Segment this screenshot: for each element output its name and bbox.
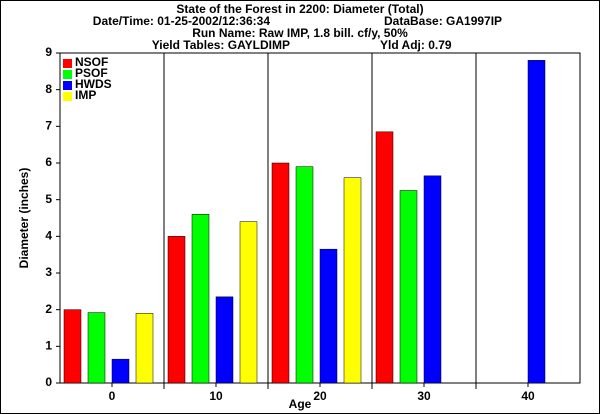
- bar: [295, 166, 314, 384]
- x-tick-label: 30: [417, 389, 431, 403]
- bar: [375, 131, 394, 384]
- bar: [343, 177, 362, 384]
- x-tick-label: 10: [209, 389, 223, 403]
- y-tick-label: 2: [45, 302, 52, 316]
- bar: [87, 312, 106, 384]
- bar: [63, 309, 82, 384]
- y-tick-label: 1: [45, 339, 52, 353]
- y-tick-label: 3: [45, 265, 52, 279]
- bar: [319, 248, 338, 384]
- legend-label: NSOF: [75, 55, 108, 69]
- bar: [527, 60, 546, 384]
- subtitle: Run Name: Raw IMP, 1.8 bill. cf/y, 50%: [192, 26, 408, 40]
- y-tick-label: 4: [45, 229, 52, 243]
- y-tick-label: 8: [45, 82, 52, 96]
- subtitle: Date/Time: 01-25-2002/12:36:34: [93, 14, 271, 28]
- y-tick-label: 9: [45, 45, 52, 59]
- bar: [167, 236, 186, 384]
- y-tick-label: 5: [45, 192, 52, 206]
- legend-swatch: [63, 70, 72, 79]
- bar: [271, 162, 290, 384]
- subtitle: DataBase: GA1997IP: [384, 14, 502, 28]
- legend-swatch: [63, 81, 72, 90]
- bar: [191, 214, 210, 384]
- legend-swatch: [63, 59, 72, 68]
- subtitle: Yield Tables: GAYLDIMP: [152, 38, 290, 52]
- y-axis-label: Diameter (inches): [17, 168, 31, 269]
- bar: [423, 175, 442, 384]
- legend-label: HWDS: [75, 77, 112, 91]
- legend-swatch: [63, 92, 72, 101]
- y-tick-label: 7: [45, 119, 52, 133]
- bar: [399, 190, 418, 384]
- x-tick-label: 20: [313, 389, 327, 403]
- y-tick-label: 0: [45, 375, 52, 389]
- chart-title: State of the Forest in 2200: Diameter (T…: [176, 2, 423, 16]
- bar: [215, 296, 234, 384]
- x-axis-label: Age: [289, 397, 312, 411]
- x-tick-label: 40: [521, 389, 535, 403]
- legend-label: PSOF: [75, 66, 108, 80]
- x-tick-label: 0: [109, 389, 116, 403]
- subtitle: Yld Adj: 0.79: [380, 38, 452, 52]
- bar: [239, 221, 258, 384]
- legend-label: IMP: [75, 88, 96, 102]
- bar: [135, 313, 154, 384]
- y-tick-label: 6: [45, 155, 52, 169]
- bar: [111, 358, 130, 384]
